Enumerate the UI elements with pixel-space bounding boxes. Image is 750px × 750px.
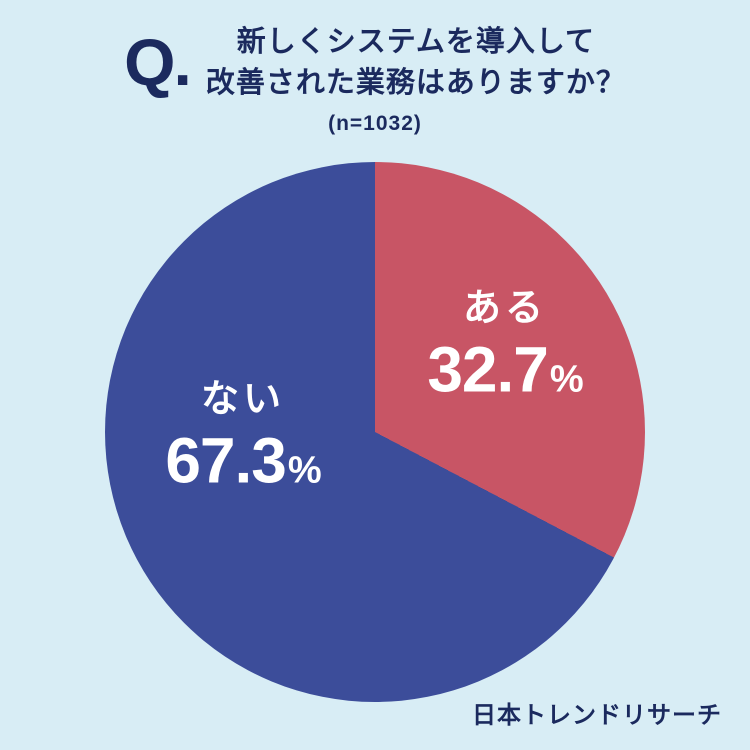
slice-value: 32.7% xyxy=(427,338,584,402)
pie-slice-label-aru: ある 32.7% xyxy=(427,277,584,402)
percent-sign: % xyxy=(549,358,584,401)
brand-logo-text: 日本トレンドリサーチ xyxy=(472,702,722,729)
sample-size: (n=1032) xyxy=(328,112,422,135)
slice-value: 67.3% xyxy=(165,429,322,493)
pie-slice-label-nai: ない 67.3% xyxy=(165,368,322,493)
slice-value-number: 67.3 xyxy=(165,424,287,497)
question-title: 新しくシステムを導入して 改善された業務はありますか？ xyxy=(206,22,626,104)
question-title-line2: 改善された業務はありますか？ xyxy=(205,67,626,100)
question-header: Q. 新しくシステムを導入して 改善された業務はありますか？ xyxy=(0,22,750,104)
percent-sign: % xyxy=(287,449,322,492)
pie-chart: ある 32.7% ない 67.3% xyxy=(105,162,645,702)
slice-name: ある xyxy=(462,287,548,330)
question-title-line1: 新しくシステムを導入して xyxy=(236,26,595,58)
slice-value-number: 32.7 xyxy=(427,333,549,406)
slice-name: ない xyxy=(200,378,286,421)
question-q-mark: Q. xyxy=(124,25,192,100)
